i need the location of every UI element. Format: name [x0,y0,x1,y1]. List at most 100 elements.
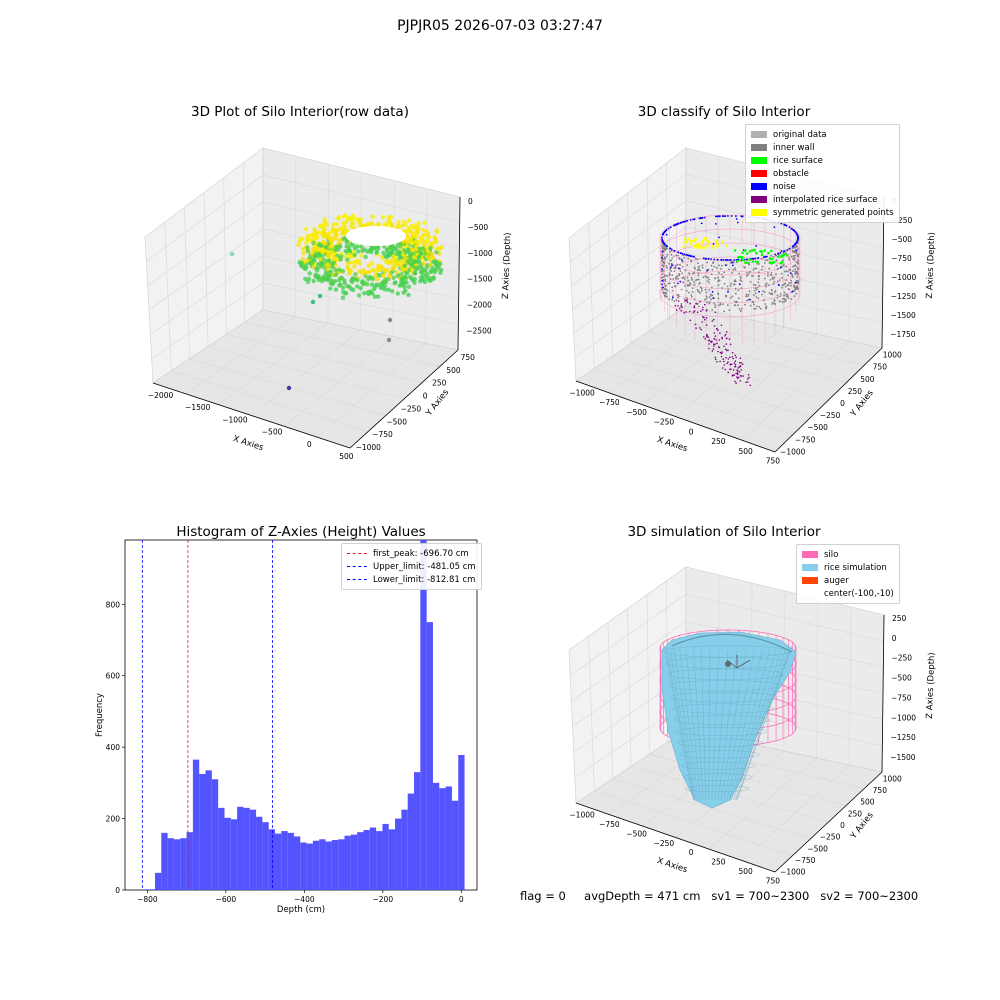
classify-inner-wall-point [791,274,794,277]
classify-inner-wall-point [710,264,713,267]
classify-noise-point [795,241,798,244]
raw-data-point [400,223,405,228]
classify-inner-wall-point [793,295,796,297]
classify-interpolated-point [720,352,723,355]
legend-swatch [751,183,767,190]
histogram-y-axis-label: Frequency [95,693,105,737]
classify-inner-wall-point [784,285,787,288]
raw-outlier-point [386,337,392,343]
classify-noise-point [677,222,680,225]
classify-interpolated-point [724,368,727,371]
classify-inner-wall-point [704,288,707,291]
raw-data-point [333,272,339,277]
simulation-x-axis-line [575,802,776,873]
classify-interpolated-point [708,347,710,350]
classify-z-tick-label: −500 [891,235,912,244]
classify-inner-wall-point [730,282,733,285]
classify-interpolated-point [702,308,704,311]
classify-interpolated-point [719,360,721,363]
classify-inner-wall-point [775,273,777,276]
classify-inner-wall-point [694,257,697,260]
histogram-bar [237,806,244,890]
classify-point-cloud [659,214,801,387]
classify-noise-point [716,258,719,261]
classify-noise-point [661,283,664,286]
classify-interpolated-point [727,358,730,360]
classify-inner-wall-point [704,275,707,277]
legend-label: center(-100,-10) [824,588,894,599]
classify-inner-wall-point [797,279,799,282]
raw-data-point [421,261,427,266]
classify-rice-surface-point [770,249,773,253]
histogram-bar [186,832,193,890]
raw-data-point [386,214,391,220]
classify-inner-wall-point [753,303,755,306]
raw-data-point [338,275,343,281]
classify-noise-point [730,259,732,261]
raw-data-point [406,292,411,298]
raw-z-tick-label: −1500 [467,275,493,284]
classify-inner-wall-point [661,258,663,260]
classify-interpolated-point [703,316,705,319]
classify-inner-wall-point [727,288,730,291]
classify-interpolated-point [734,380,736,383]
classify-inner-wall-point [785,270,788,272]
raw-data-point [392,280,397,286]
classify-inner-wall-point [699,292,701,294]
classify-inner-wall-point [747,293,750,296]
classify-interpolated-point [731,352,734,354]
classify-inner-wall-point [709,293,712,296]
classify-inner-wall-point [773,276,775,279]
classify-inner-wall-point [705,297,708,300]
classify-noise-point [754,257,757,260]
classify-inner-wall-point [765,259,768,262]
classify-noise-point [686,220,689,222]
classify-inner-wall-point [775,254,778,257]
raw-data-point [334,244,339,250]
classify-inner-wall-point [786,284,789,286]
classify-interpolated-point [686,301,689,304]
classify-inner-wall-point [773,299,776,302]
classify-inner-wall-point [738,272,740,275]
classify-interpolated-point [725,343,727,345]
raw-data-point [429,251,435,256]
classify-inner-wall-point [769,278,772,281]
classify-inner-wall-point [765,307,767,310]
classify-inner-wall-point [693,281,695,283]
histogram-bar [230,819,238,890]
simulation-z-tick-label: −500 [891,674,912,683]
classify-inner-wall-point [747,295,749,298]
classify-inner-wall-point [734,292,737,295]
histogram-bar [306,843,313,890]
classify-inner-wall-point [710,298,712,301]
classify-inner-wall-point [666,253,668,256]
simulation-mesh-line [682,773,753,781]
classify-inner-wall-point [690,276,693,279]
classify-noise-point [792,245,795,247]
classify-noise-point [751,257,754,260]
classify-inner-wall-point [693,283,696,286]
sv2-text: sv2 = 700~2300 [820,889,919,903]
legend-swatch [751,209,767,216]
classify-inner-wall-point [732,261,735,264]
chart-title-simulation: 3D simulation of Silo Interior [627,524,821,540]
raw-data-point [303,226,309,232]
classify-interpolated-point [713,338,716,340]
histogram-bar [426,622,433,890]
raw-data-point [332,256,338,262]
classify-noise-point [736,221,739,224]
classify-z-tick-label: −1250 [891,292,917,301]
classify-interpolated-point [703,336,705,338]
histogram-bar [388,829,396,890]
classify-inner-wall-point [734,287,737,290]
classify-interpolated-point [739,365,742,367]
classify-symmetric-point [703,246,707,249]
classify-noise-point [757,257,760,259]
classify-inner-wall-point [754,260,757,263]
classify-interpolated-point [719,332,721,335]
classify-interpolated-point [708,343,710,345]
classify-interpolated-point [736,376,738,378]
raw-data-point [403,276,409,281]
classify-inner-wall-point [795,270,797,273]
